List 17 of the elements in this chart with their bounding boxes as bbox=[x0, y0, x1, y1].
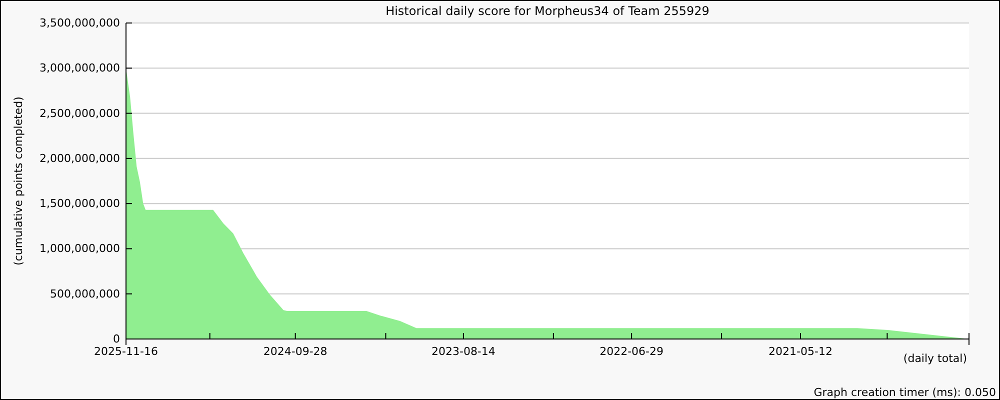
x-tick-label: 2024-09-28 bbox=[263, 344, 328, 358]
y-tick-label: 3,000,000,000 bbox=[40, 62, 120, 75]
x-tick-label: 2021-05-12 bbox=[768, 344, 832, 358]
x-tick-label: 2025-11-16 bbox=[94, 344, 158, 358]
y-axis-title: (cumulative points completed) bbox=[12, 96, 25, 266]
y-tick-label: 1,000,000,000 bbox=[40, 242, 120, 256]
x-tick-label: 2023-08-14 bbox=[431, 344, 496, 358]
y-tick-label: 500,000,000 bbox=[50, 287, 120, 300]
text: Graph creation timer (ms): 0.050 bbox=[814, 386, 996, 399]
x-axis-title: (daily total) bbox=[903, 352, 967, 365]
y-tick-label: 0 bbox=[113, 332, 120, 346]
chart-title: Historical daily score for Morpheus34 of Team 255929 bbox=[386, 4, 710, 18]
y-tick-label: 2,500,000,000 bbox=[40, 106, 120, 120]
y-tick-label: 1,500,000,000 bbox=[40, 197, 120, 210]
x-tick-label: 2022-06-29 bbox=[600, 344, 664, 358]
y-tick-label: 3,500,000,000 bbox=[40, 16, 120, 30]
y-tick-label: 2,000,000,000 bbox=[40, 152, 120, 165]
